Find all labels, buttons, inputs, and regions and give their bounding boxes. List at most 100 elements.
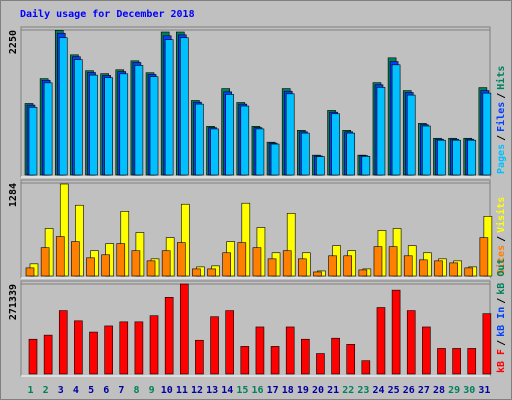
bar	[255, 326, 265, 375]
bar	[179, 37, 189, 176]
bar	[89, 331, 98, 375]
bar	[373, 246, 383, 277]
x-tick-label: 3	[58, 385, 64, 396]
bar	[74, 59, 83, 176]
bar	[328, 255, 337, 277]
legend-entry: kB Out	[496, 259, 507, 295]
y-tick-label: 2250	[8, 30, 19, 54]
x-tick-label: 7	[118, 385, 124, 396]
x-tick-label: 30	[463, 385, 475, 396]
bar	[192, 268, 201, 277]
bar	[301, 132, 310, 176]
bar	[149, 315, 159, 375]
bar	[285, 93, 295, 176]
bar	[131, 250, 141, 277]
bar	[422, 125, 431, 176]
bar	[179, 283, 189, 375]
bar	[482, 92, 492, 176]
y-tick-label: 1284	[8, 183, 19, 207]
bar	[176, 242, 186, 277]
bar	[406, 94, 416, 176]
bar	[467, 139, 477, 176]
bar	[43, 82, 53, 176]
bar	[161, 250, 171, 277]
x-tick-label: 8	[133, 385, 139, 396]
bar	[376, 307, 386, 375]
x-tick-label: 21	[327, 385, 339, 396]
x-tick-label: 23	[357, 385, 369, 396]
bar	[195, 339, 204, 375]
bar	[361, 360, 371, 375]
bar	[358, 269, 368, 277]
bar	[434, 260, 443, 277]
legend: Sites / Visits	[495, 197, 507, 275]
x-tick-label: 15	[236, 385, 248, 396]
bar	[149, 76, 159, 176]
bar	[116, 243, 126, 277]
x-tick-label: 24	[373, 385, 385, 396]
legend: Pages / Files / Hits	[495, 66, 507, 174]
bar	[343, 255, 353, 277]
bar	[255, 128, 265, 176]
legend-entry: kB In	[496, 307, 507, 337]
legend-separator: /	[496, 93, 507, 99]
legend-separator: /	[496, 236, 507, 242]
bar	[270, 143, 280, 176]
bar	[134, 65, 144, 176]
x-tick-label: 22	[342, 385, 354, 396]
legend: kB F / kB In / kB Out	[496, 259, 507, 373]
bar	[28, 107, 38, 176]
bar	[58, 37, 68, 176]
bar	[86, 257, 95, 277]
x-tick-label: 9	[149, 385, 155, 396]
x-tick-label: 25	[388, 385, 400, 396]
x-tick-label: 20	[312, 385, 324, 396]
bar	[71, 241, 80, 277]
bar	[164, 39, 174, 176]
x-tick-label: 29	[448, 385, 460, 396]
bar	[225, 310, 234, 375]
bar	[419, 259, 428, 277]
x-tick-label: 13	[206, 385, 218, 396]
legend-entry: Visits	[495, 197, 507, 233]
chart-title: Daily usage for December 2018	[20, 8, 195, 20]
bar	[210, 316, 219, 375]
x-tick-label: 19	[297, 385, 309, 396]
x-tick-label: 18	[282, 385, 294, 396]
bar	[210, 128, 219, 176]
bar	[406, 310, 416, 375]
bar	[164, 297, 174, 375]
x-tick-label: 28	[433, 385, 445, 396]
bar	[104, 325, 113, 375]
x-tick-label: 1	[28, 385, 34, 396]
bar	[467, 348, 477, 375]
bar	[316, 353, 325, 375]
bar	[267, 258, 277, 277]
bar	[119, 73, 129, 176]
bar	[331, 113, 340, 176]
bar	[301, 338, 310, 375]
bar	[74, 320, 83, 375]
bar	[403, 255, 413, 277]
bar	[237, 242, 247, 277]
legend-entry: Files	[495, 102, 507, 132]
x-tick-label: 31	[478, 385, 490, 396]
bar	[346, 344, 356, 375]
x-tick-label: 10	[161, 385, 173, 396]
x-tick-label: 11	[176, 385, 188, 396]
legend-separator: /	[496, 135, 507, 141]
bar	[313, 271, 322, 277]
bar	[89, 74, 98, 176]
bar	[331, 337, 340, 375]
bar	[207, 268, 216, 277]
bar	[40, 247, 50, 277]
bar	[282, 250, 292, 277]
bar	[452, 348, 461, 375]
bar	[43, 334, 53, 375]
y-tick-label: 271339	[8, 284, 19, 320]
bar	[119, 321, 129, 375]
bar	[240, 346, 250, 375]
bar	[270, 346, 280, 375]
